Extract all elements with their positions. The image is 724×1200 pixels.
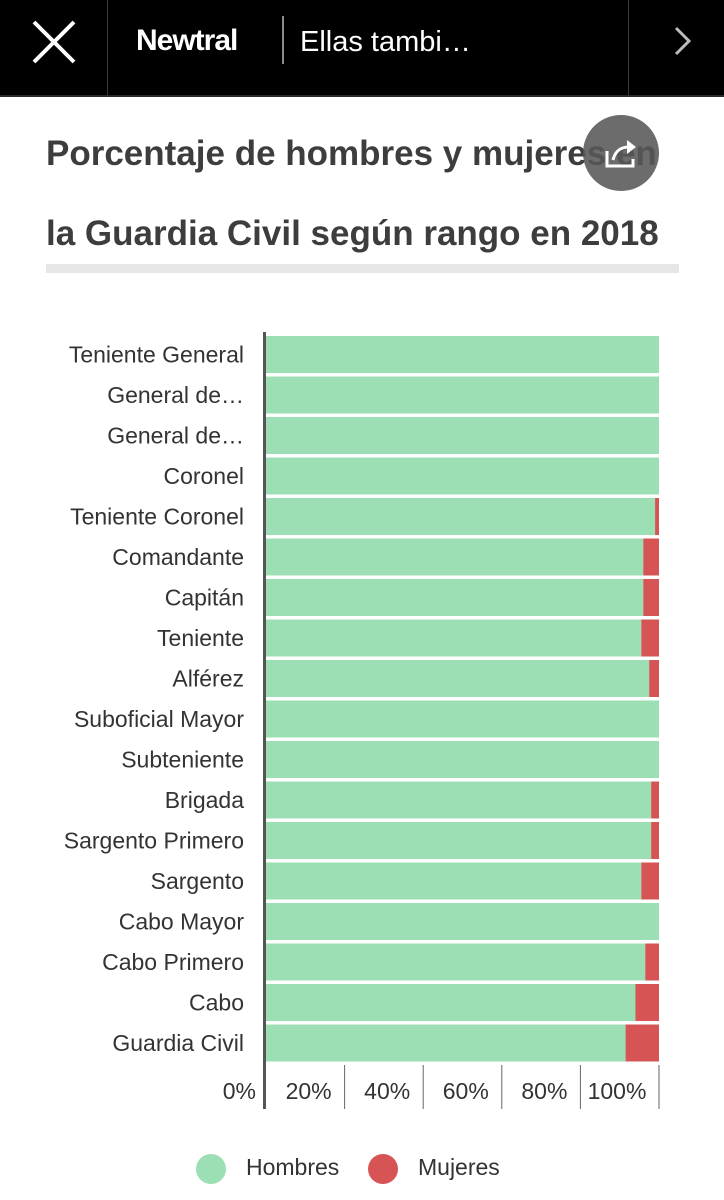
category-label: Sargento [151, 868, 244, 894]
bar-hombres [266, 943, 646, 981]
bar-mujeres [651, 781, 659, 819]
bar-hombres [266, 660, 650, 697]
brand-divider [282, 16, 284, 64]
category-label: Capitán [165, 585, 244, 611]
bar-mujeres [645, 943, 659, 981]
bar-hombres [266, 619, 642, 657]
chart-legend: Hombres Mujeres [196, 1150, 596, 1186]
bar-hombres [266, 376, 659, 414]
x-tick-label: 20% [286, 1078, 332, 1104]
legend-swatch-hombres [196, 1154, 226, 1184]
category-label: Teniente Coronel [70, 504, 244, 530]
x-tick-label: 80% [521, 1078, 567, 1104]
bar-mujeres [635, 984, 659, 1021]
title-divider [46, 264, 679, 273]
bar-hombres [266, 862, 642, 900]
share-button[interactable] [583, 115, 659, 191]
page-title: Ellas tambi… [300, 26, 471, 58]
bar-mujeres [649, 660, 659, 697]
bar-hombres [266, 498, 656, 535]
category-label: Teniente General [69, 342, 244, 368]
bar-mujeres [643, 538, 659, 576]
next-button[interactable] [628, 0, 724, 95]
bar-mujeres [643, 579, 659, 616]
bar-mujeres [655, 498, 659, 535]
category-label: Guardia Civil [112, 1030, 244, 1056]
legend-swatch-mujeres [368, 1154, 398, 1184]
share-icon [605, 140, 636, 168]
category-label: Brigada [165, 787, 244, 813]
legend-label-mujeres: Mujeres [418, 1154, 500, 1180]
top-navigation-bar: Newtral Ellas tambi… [0, 0, 724, 97]
bar-hombres [266, 984, 636, 1021]
category-label: Cabo Primero [102, 949, 244, 975]
category-label: Coronel [163, 463, 244, 489]
category-label: Teniente [157, 625, 244, 651]
bar-mujeres [641, 862, 659, 900]
stacked-bar-chart: Teniente General General de… General de… Co… [64, 332, 660, 1109]
bar-hombres [266, 741, 659, 778]
chevron-right-icon [674, 26, 692, 56]
bar-mujeres [625, 1024, 659, 1062]
category-label: Subteniente [121, 747, 244, 773]
bar-hombres [266, 781, 652, 819]
bar-hombres [266, 336, 659, 373]
x-tick-label: 40% [364, 1078, 410, 1104]
bar-mujeres [651, 822, 659, 859]
x-tick-label: 0% [223, 1078, 256, 1104]
bar-hombres [266, 417, 659, 454]
bar-hombres [266, 903, 659, 940]
category-label: Suboficial Mayor [74, 706, 244, 732]
category-label: Sargento Primero [64, 828, 244, 854]
bar-hombres [266, 579, 644, 616]
x-tick-label: 100% [588, 1078, 647, 1104]
category-label: Cabo [189, 990, 244, 1016]
bar-hombres [266, 700, 659, 738]
bar-hombres [266, 1024, 626, 1062]
category-label: General de… [107, 382, 244, 408]
category-label: General de… [107, 423, 244, 449]
category-label: Alférez [172, 666, 244, 692]
x-tick-label: 60% [443, 1078, 489, 1104]
close-button[interactable] [0, 0, 108, 95]
category-label: Comandante [112, 544, 244, 570]
close-icon [32, 20, 76, 64]
bar-hombres [266, 457, 659, 495]
legend-label-hombres: Hombres [246, 1154, 340, 1180]
bar-mujeres [641, 619, 659, 657]
category-label: Cabo Mayor [119, 909, 245, 935]
bar-hombres [266, 822, 652, 859]
brand-logo[interactable]: Newtral [136, 24, 238, 57]
bar-hombres [266, 538, 644, 576]
chart-title: Porcentaje de hombres y mujeres en la Gu… [46, 134, 659, 253]
